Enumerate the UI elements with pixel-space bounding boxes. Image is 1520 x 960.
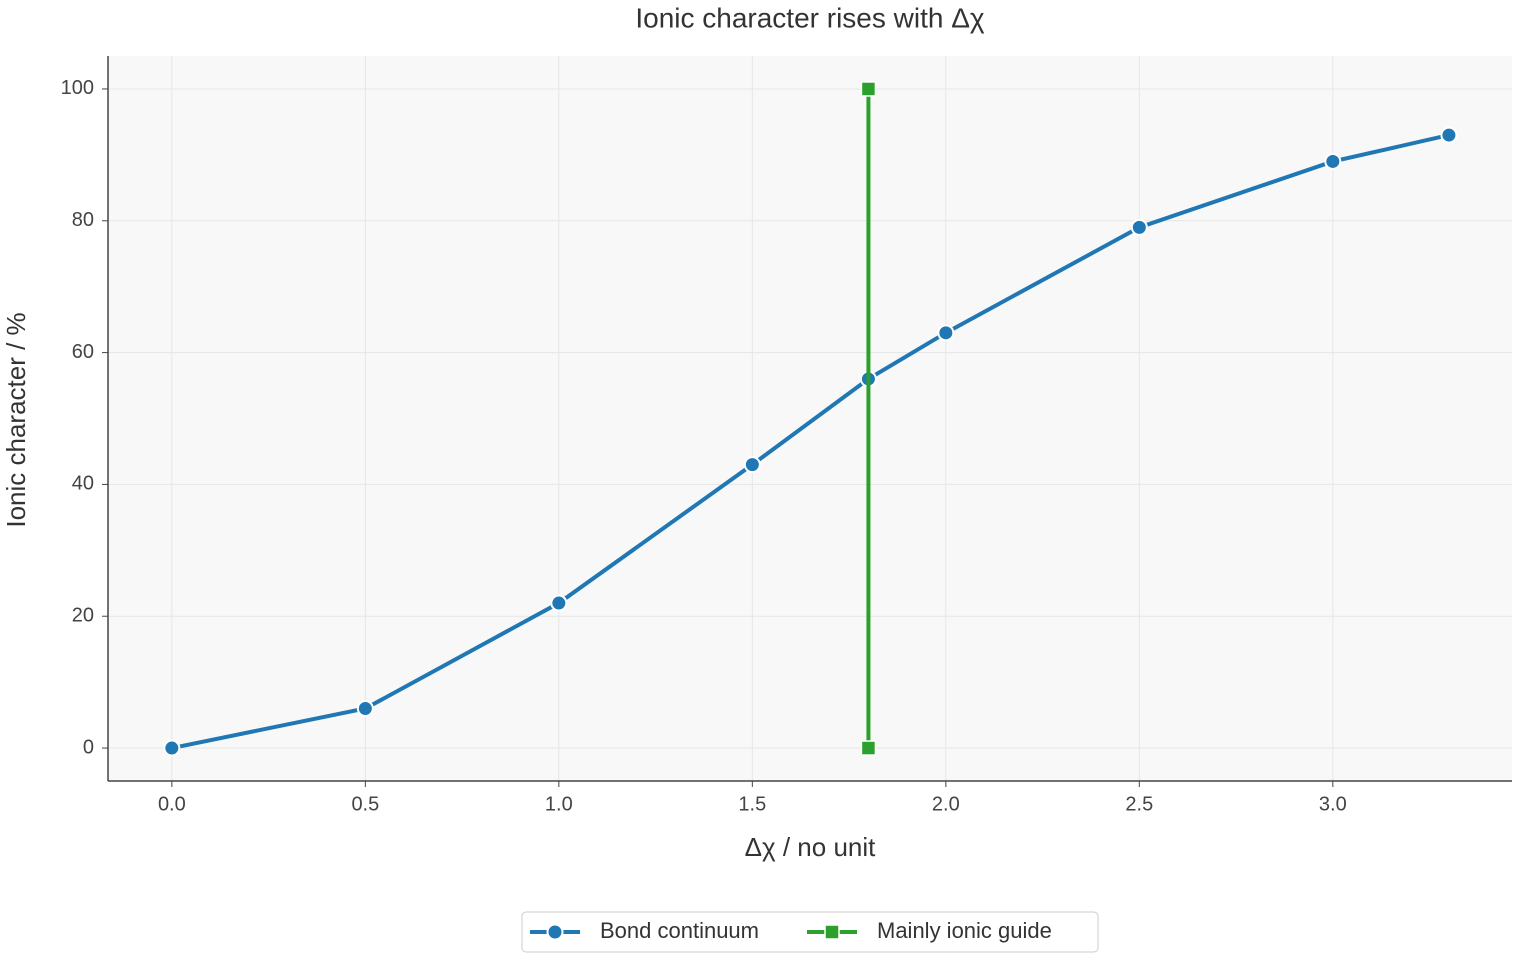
y-tick-label: 0 <box>83 736 94 758</box>
legend-label: Bond continuum <box>600 918 759 943</box>
x-axis-label: Δχ / no unit <box>745 832 877 862</box>
y-tick-label: 20 <box>72 605 94 627</box>
x-tick-label: 0.5 <box>351 793 379 815</box>
marker <box>356 700 374 717</box>
marker <box>163 739 181 757</box>
x-tick-label: 1.0 <box>545 793 573 815</box>
marker <box>860 740 877 756</box>
y-tick-label: 80 <box>72 209 94 231</box>
y-tick-label: 40 <box>72 473 94 495</box>
marker <box>937 324 955 342</box>
x-tick-label: 1.5 <box>738 793 766 815</box>
marker <box>743 456 761 474</box>
x-tick-label: 3.0 <box>1319 793 1347 815</box>
marker <box>860 81 877 97</box>
plot-area <box>108 56 1512 781</box>
legend: Bond continuum Mainly ionic guide <box>521 911 1099 953</box>
x-tick-label: 0.0 <box>158 793 186 815</box>
y-tick-label: 100 <box>61 77 94 99</box>
x-tick-label: 2.5 <box>1125 793 1153 815</box>
x-tick-label: 2.0 <box>932 793 960 815</box>
marker <box>1324 152 1342 170</box>
marker <box>1130 218 1148 236</box>
chart-title: Ionic character rises with Δχ <box>635 2 985 33</box>
marker <box>1440 126 1458 144</box>
legend-label: Mainly ionic guide <box>877 918 1052 943</box>
y-axis-label: Ionic character / % <box>1 312 31 527</box>
y-tick-label: 60 <box>72 341 94 363</box>
marker <box>550 594 568 612</box>
marks <box>163 81 1458 757</box>
marker <box>824 924 840 940</box>
marker <box>546 923 564 941</box>
grid <box>102 56 1512 787</box>
